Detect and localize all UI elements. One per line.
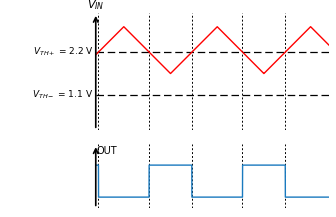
Text: $V_{TH+}$ = 2.2 V: $V_{TH+}$ = 2.2 V	[33, 46, 93, 58]
Text: OUT: OUT	[96, 146, 117, 156]
Text: $V_{TH-}$ = 1.1 V: $V_{TH-}$ = 1.1 V	[32, 89, 93, 101]
Text: $V_{IN}$: $V_{IN}$	[87, 0, 104, 12]
